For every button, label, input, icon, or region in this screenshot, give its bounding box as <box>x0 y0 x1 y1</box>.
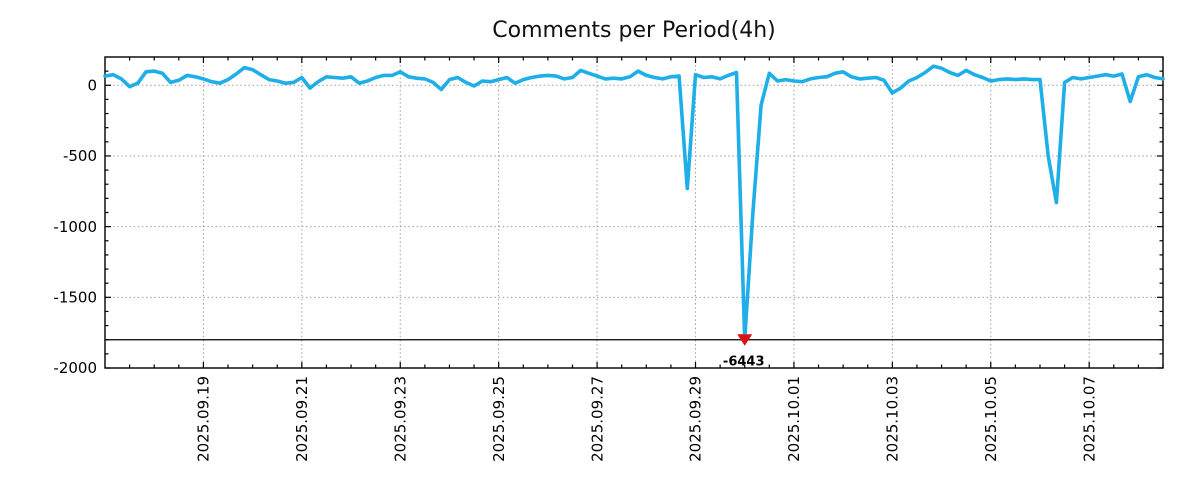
y-tick-label: -500 <box>63 147 97 165</box>
y-tick-label: -2000 <box>53 359 97 377</box>
y-tick-label: 0 <box>87 76 97 94</box>
x-tick-label: 2025.09.19 <box>195 376 213 462</box>
x-tick-label: 2025.10.01 <box>785 376 803 462</box>
x-tick-label: 2025.09.23 <box>391 376 409 462</box>
series-layer: -6443 <box>103 64 1165 370</box>
min-marker-icon <box>737 334 753 346</box>
x-tick-label: 2025.10.03 <box>884 376 902 462</box>
y-tick-label: -1500 <box>53 289 97 307</box>
x-tick-label: 2025.09.25 <box>490 376 508 462</box>
x-tick-label: 2025.09.27 <box>588 376 606 462</box>
x-tick-label: 2025.09.21 <box>293 376 311 462</box>
chart-line <box>103 64 1165 342</box>
axis-layer: 2025.09.19 2025.09.21 2025.09.23 2025.09.25… <box>53 56 1164 462</box>
x-tick-label: 2025.10.07 <box>1080 376 1098 462</box>
chart-title: Comments per Period(4h) <box>492 18 776 43</box>
x-tick-label: 2025.09.29 <box>687 376 705 462</box>
grid-layer <box>105 57 1163 368</box>
y-tick-label: -1000 <box>53 218 97 236</box>
min-value-label: -6443 <box>723 355 765 370</box>
plot-frame <box>104 56 1164 369</box>
x-tick-label: 2025.10.05 <box>982 376 1000 462</box>
